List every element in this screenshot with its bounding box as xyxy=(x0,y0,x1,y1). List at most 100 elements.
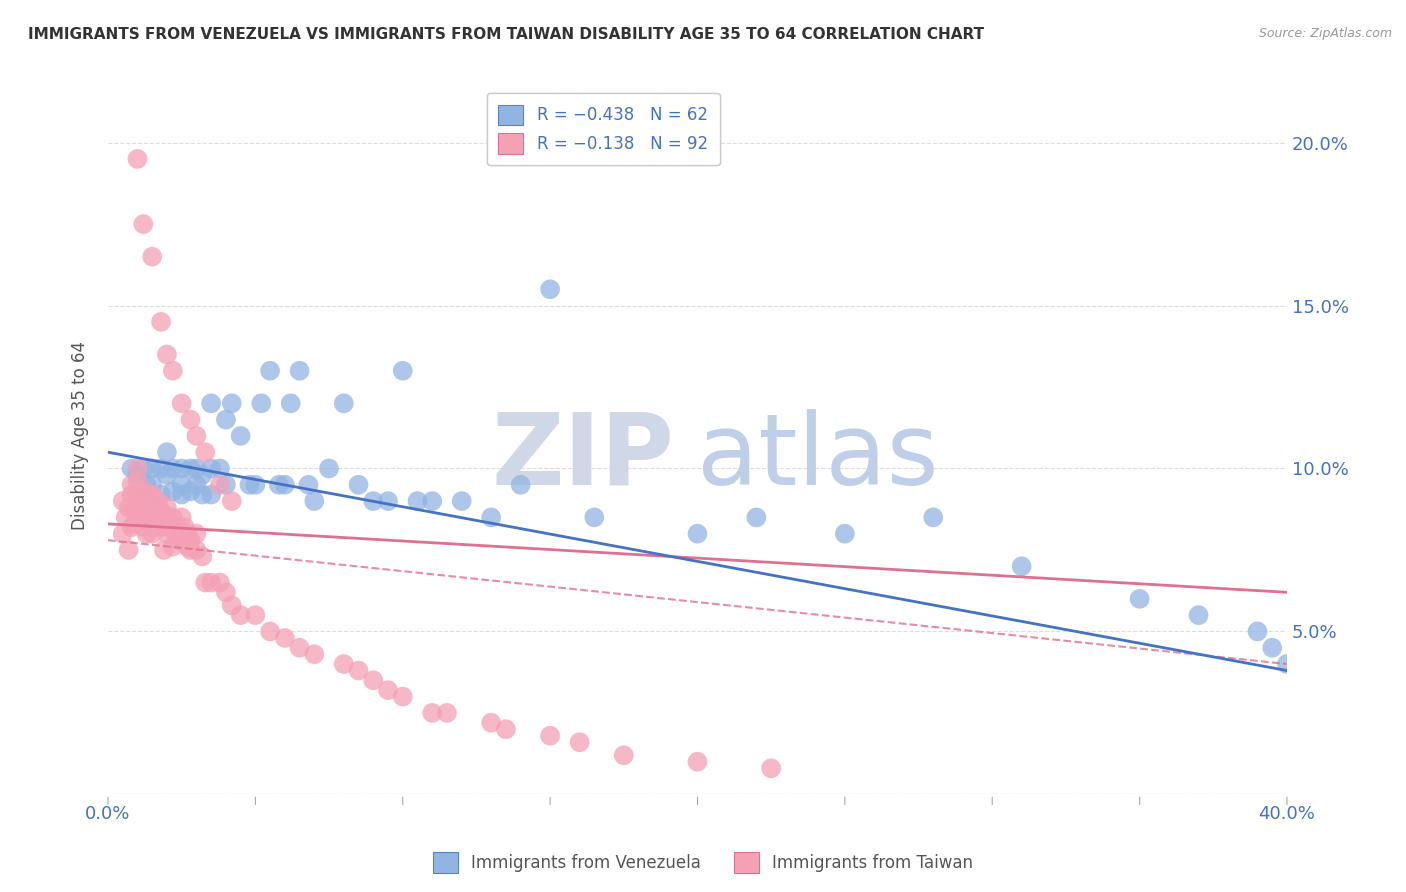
Point xyxy=(156,526,179,541)
Point xyxy=(221,599,243,613)
Point xyxy=(135,500,157,515)
Point xyxy=(568,735,591,749)
Point xyxy=(156,510,179,524)
Point xyxy=(318,461,340,475)
Point xyxy=(191,468,214,483)
Point xyxy=(129,494,152,508)
Point xyxy=(922,510,945,524)
Point xyxy=(377,494,399,508)
Point xyxy=(132,520,155,534)
Point xyxy=(150,487,173,501)
Point xyxy=(186,429,208,443)
Point xyxy=(127,500,149,515)
Point xyxy=(121,487,143,501)
Point xyxy=(141,526,163,541)
Point xyxy=(274,477,297,491)
Point xyxy=(200,461,222,475)
Point xyxy=(150,504,173,518)
Point xyxy=(138,507,160,521)
Point xyxy=(509,477,531,491)
Point xyxy=(146,494,169,508)
Point xyxy=(141,461,163,475)
Point xyxy=(132,484,155,499)
Point xyxy=(479,715,502,730)
Point xyxy=(221,494,243,508)
Point xyxy=(170,510,193,524)
Point xyxy=(150,520,173,534)
Point xyxy=(165,526,187,541)
Y-axis label: Disability Age 35 to 64: Disability Age 35 to 64 xyxy=(72,342,89,531)
Point xyxy=(538,282,561,296)
Point xyxy=(135,487,157,501)
Point xyxy=(1129,591,1152,606)
Point xyxy=(143,500,166,515)
Point xyxy=(153,543,176,558)
Point xyxy=(377,683,399,698)
Point xyxy=(686,526,709,541)
Point xyxy=(245,608,267,623)
Point xyxy=(1187,608,1209,623)
Point xyxy=(173,520,195,534)
Point xyxy=(267,477,290,491)
Point xyxy=(135,477,157,491)
Point xyxy=(180,533,202,548)
Point xyxy=(436,706,458,720)
Point xyxy=(132,461,155,475)
Point xyxy=(162,484,184,499)
Point xyxy=(132,500,155,515)
Text: ZIP: ZIP xyxy=(491,409,673,506)
Point xyxy=(135,526,157,541)
Point xyxy=(176,540,198,554)
Point xyxy=(186,461,208,475)
Point xyxy=(333,657,356,671)
Point xyxy=(479,510,502,524)
Point xyxy=(141,487,163,501)
Point xyxy=(186,477,208,491)
Point xyxy=(150,315,173,329)
Point xyxy=(180,412,202,426)
Point xyxy=(117,543,139,558)
Point xyxy=(156,347,179,361)
Point xyxy=(124,516,146,531)
Point xyxy=(200,396,222,410)
Point xyxy=(238,477,260,491)
Point xyxy=(167,520,190,534)
Point xyxy=(162,461,184,475)
Point xyxy=(127,461,149,475)
Point xyxy=(194,445,217,459)
Point xyxy=(420,706,443,720)
Point xyxy=(333,396,356,410)
Point xyxy=(208,575,231,590)
Legend: Immigrants from Venezuela, Immigrants from Taiwan: Immigrants from Venezuela, Immigrants fr… xyxy=(426,846,980,880)
Point xyxy=(117,500,139,515)
Point xyxy=(194,575,217,590)
Point xyxy=(191,549,214,564)
Point xyxy=(834,526,856,541)
Point xyxy=(406,494,429,508)
Point xyxy=(138,487,160,501)
Point xyxy=(127,487,149,501)
Point xyxy=(347,477,370,491)
Point xyxy=(200,487,222,501)
Point xyxy=(208,477,231,491)
Point xyxy=(141,250,163,264)
Point xyxy=(127,475,149,489)
Point xyxy=(170,487,193,501)
Point xyxy=(280,396,302,410)
Point xyxy=(170,396,193,410)
Point xyxy=(200,575,222,590)
Point xyxy=(186,526,208,541)
Point xyxy=(288,640,311,655)
Point xyxy=(215,412,238,426)
Text: atlas: atlas xyxy=(697,409,939,506)
Point xyxy=(304,494,326,508)
Point xyxy=(583,510,606,524)
Point xyxy=(538,729,561,743)
Point xyxy=(141,477,163,491)
Point xyxy=(132,217,155,231)
Point xyxy=(259,624,281,639)
Point xyxy=(180,484,202,499)
Point xyxy=(141,507,163,521)
Point xyxy=(162,540,184,554)
Point xyxy=(180,543,202,558)
